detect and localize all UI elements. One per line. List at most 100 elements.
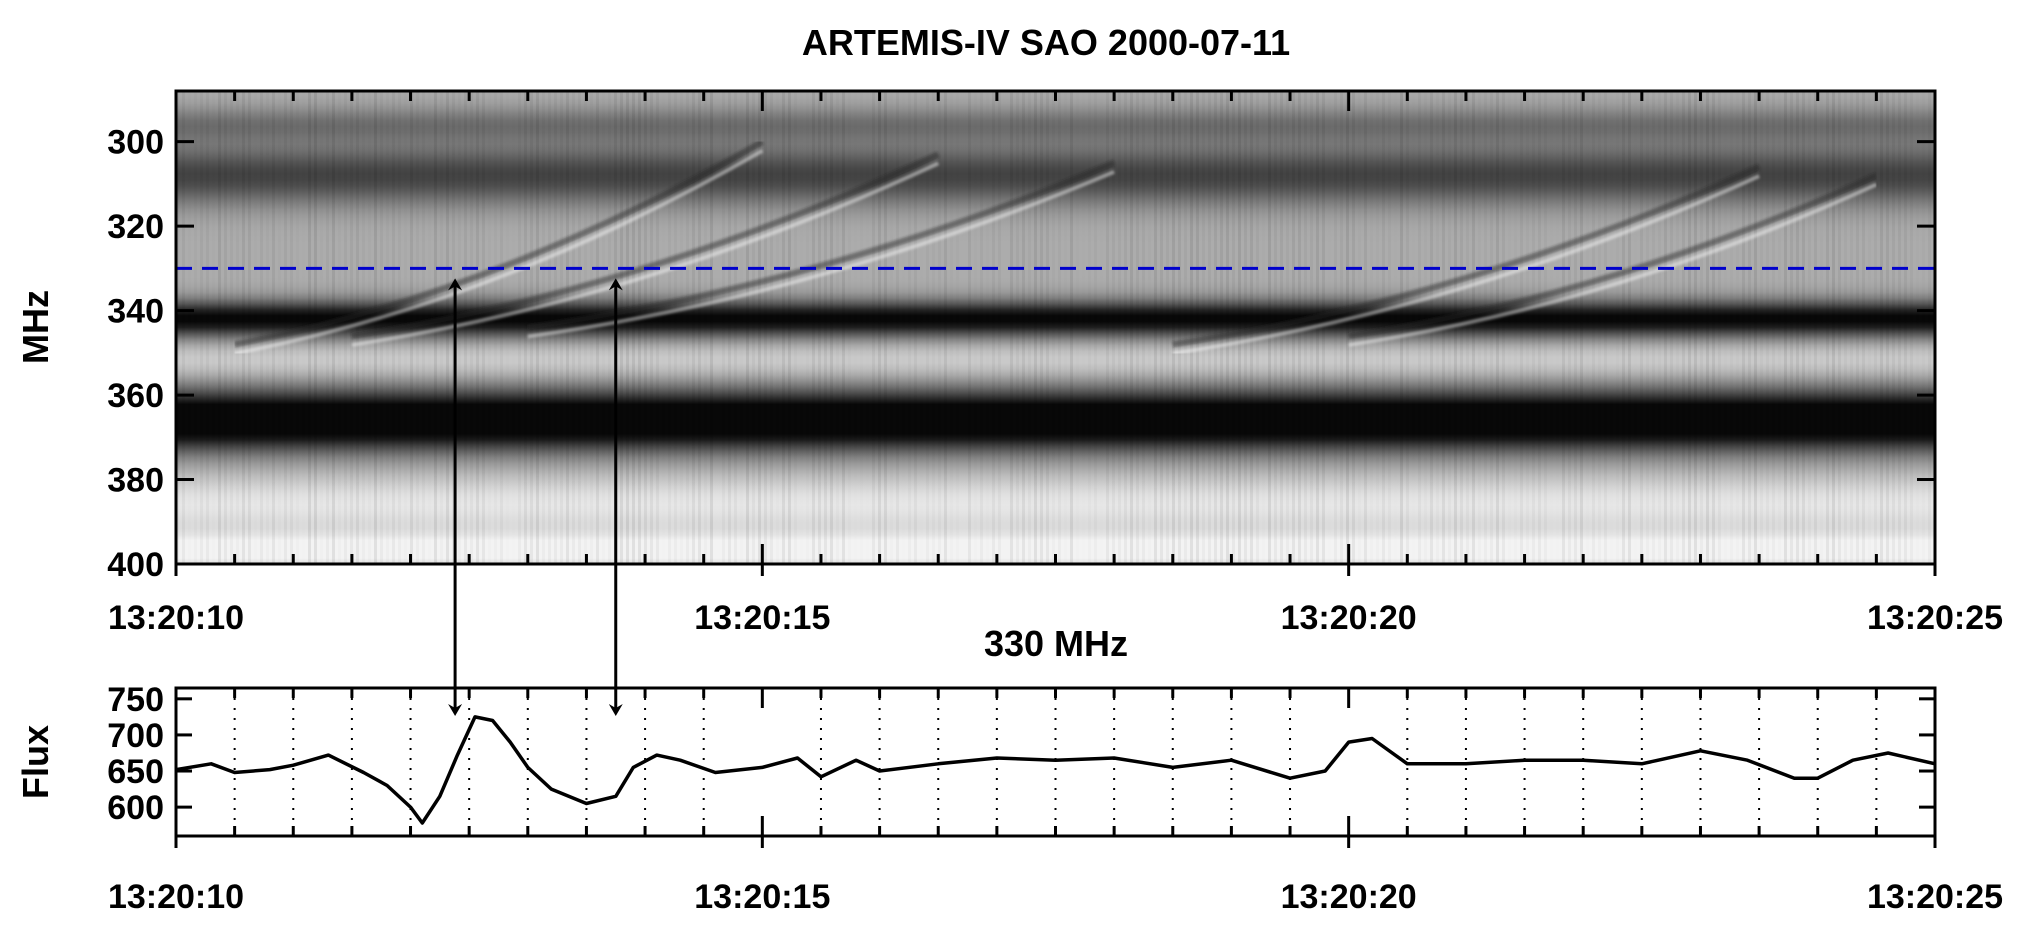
- texture-stripe: [1778, 91, 1781, 564]
- texture-stripe: [842, 91, 845, 564]
- texture-stripe: [464, 91, 467, 564]
- texture-stripe: [1802, 91, 1805, 564]
- texture-stripe: [716, 91, 719, 564]
- texture-stripe: [1160, 91, 1163, 564]
- texture-stripe: [818, 91, 821, 564]
- texture-stripe: [1118, 91, 1121, 564]
- texture-stripe: [962, 91, 965, 564]
- texture-stripe: [1466, 91, 1469, 564]
- spectrogram-x-tick-label: 13:20:10: [108, 599, 244, 637]
- texture-stripe: [704, 91, 707, 564]
- texture-stripe: [1838, 91, 1841, 564]
- texture-stripe: [956, 91, 959, 564]
- texture-stripe: [278, 91, 281, 564]
- texture-stripe: [1604, 91, 1607, 564]
- texture-stripe: [1814, 91, 1817, 564]
- texture-stripe: [932, 91, 935, 564]
- texture-stripe: [1922, 91, 1925, 564]
- texture-stripe: [272, 91, 275, 564]
- texture-stripe: [1736, 91, 1739, 564]
- drift-feature-light: [234, 148, 764, 356]
- drift-feature-light: [1348, 182, 1878, 347]
- texture-stripe: [242, 91, 245, 564]
- texture-stripe: [1622, 91, 1625, 564]
- texture-stripe: [1004, 91, 1007, 564]
- texture-stripe: [1526, 91, 1529, 564]
- texture-stripe: [500, 91, 503, 564]
- texture-stripe: [1790, 91, 1793, 564]
- texture-stripe: [680, 91, 683, 564]
- texture-stripe: [1634, 91, 1637, 564]
- texture-stripe: [356, 91, 359, 564]
- texture-stripe: [1028, 91, 1031, 564]
- spectrogram-axes: 300 320 340 360 380 400 13:20:10 13:20:15 13:20:…: [107, 91, 2003, 637]
- texture-stripe: [1154, 91, 1157, 564]
- texture-stripe: [1706, 91, 1709, 564]
- texture-stripe: [1508, 91, 1511, 564]
- texture-stripe: [1868, 91, 1871, 564]
- texture-stripe: [236, 91, 239, 564]
- texture-stripe: [1670, 91, 1673, 564]
- texture-stripe: [362, 91, 365, 564]
- texture-stripe: [1286, 91, 1289, 564]
- texture-stripe: [620, 91, 623, 564]
- texture-stripe: [908, 91, 911, 564]
- texture-stripe: [1850, 91, 1853, 564]
- texture-stripe: [1208, 91, 1211, 564]
- texture-stripe: [1562, 91, 1565, 564]
- texture-stripe: [686, 91, 689, 564]
- texture-stripe: [1898, 91, 1901, 564]
- texture-stripe: [836, 91, 839, 564]
- texture-stripe: [752, 91, 755, 564]
- texture-stripe: [422, 91, 425, 564]
- texture-stripe: [1016, 91, 1019, 564]
- flux-x-tick-label: 13:20:25: [1867, 878, 2003, 916]
- texture-stripe: [800, 91, 803, 564]
- texture-stripe: [1676, 91, 1679, 564]
- texture-stripe: [1844, 91, 1847, 564]
- flux-y-tick-label: 700: [107, 717, 164, 755]
- texture-stripe: [1040, 91, 1043, 564]
- texture-stripe: [1472, 91, 1475, 564]
- texture-stripe: [1430, 91, 1433, 564]
- texture-stripe: [1418, 91, 1421, 564]
- texture-stripe: [1352, 91, 1355, 564]
- texture-stripe: [1820, 91, 1823, 564]
- texture-stripe: [1748, 91, 1751, 564]
- texture-stripe: [734, 91, 737, 564]
- flux-y-tick-label: 750: [107, 681, 164, 719]
- texture-stripe: [1364, 91, 1367, 564]
- flux-y-tick-label: 650: [107, 753, 164, 791]
- spectrogram-y-tick-label: 300: [107, 124, 164, 162]
- texture-stripe: [1910, 91, 1913, 564]
- texture-stripe: [560, 91, 563, 564]
- flux-panel-title: 330 MHz: [984, 623, 1128, 664]
- texture-stripe: [662, 91, 665, 564]
- texture-stripe: [1904, 91, 1907, 564]
- texture-stripe: [1664, 91, 1667, 564]
- texture-stripe: [1172, 91, 1175, 564]
- texture-stripe: [1340, 91, 1343, 564]
- texture-stripe: [326, 91, 329, 564]
- texture-stripe: [1196, 91, 1199, 564]
- texture-stripe: [1490, 91, 1493, 564]
- texture-stripe: [1220, 91, 1223, 564]
- texture-stripe: [872, 91, 875, 564]
- texture-stripe: [554, 91, 557, 564]
- texture-stripe: [788, 91, 791, 564]
- texture-stripe: [644, 91, 647, 564]
- texture-stripe: [1598, 91, 1601, 564]
- texture-stripe: [512, 91, 515, 564]
- spectrogram-background: [176, 91, 1935, 564]
- texture-stripe: [1250, 91, 1253, 564]
- texture-stripe: [1550, 91, 1553, 564]
- texture-stripe: [1502, 91, 1505, 564]
- texture-stripe: [1034, 91, 1037, 564]
- texture-stripe: [1094, 91, 1097, 564]
- texture-stripe: [602, 91, 605, 564]
- spectrogram-y-tick-label: 360: [107, 377, 164, 415]
- texture-stripe: [1892, 91, 1895, 564]
- texture-stripe: [986, 91, 989, 564]
- texture-stripe: [290, 91, 293, 564]
- texture-stripe: [950, 91, 953, 564]
